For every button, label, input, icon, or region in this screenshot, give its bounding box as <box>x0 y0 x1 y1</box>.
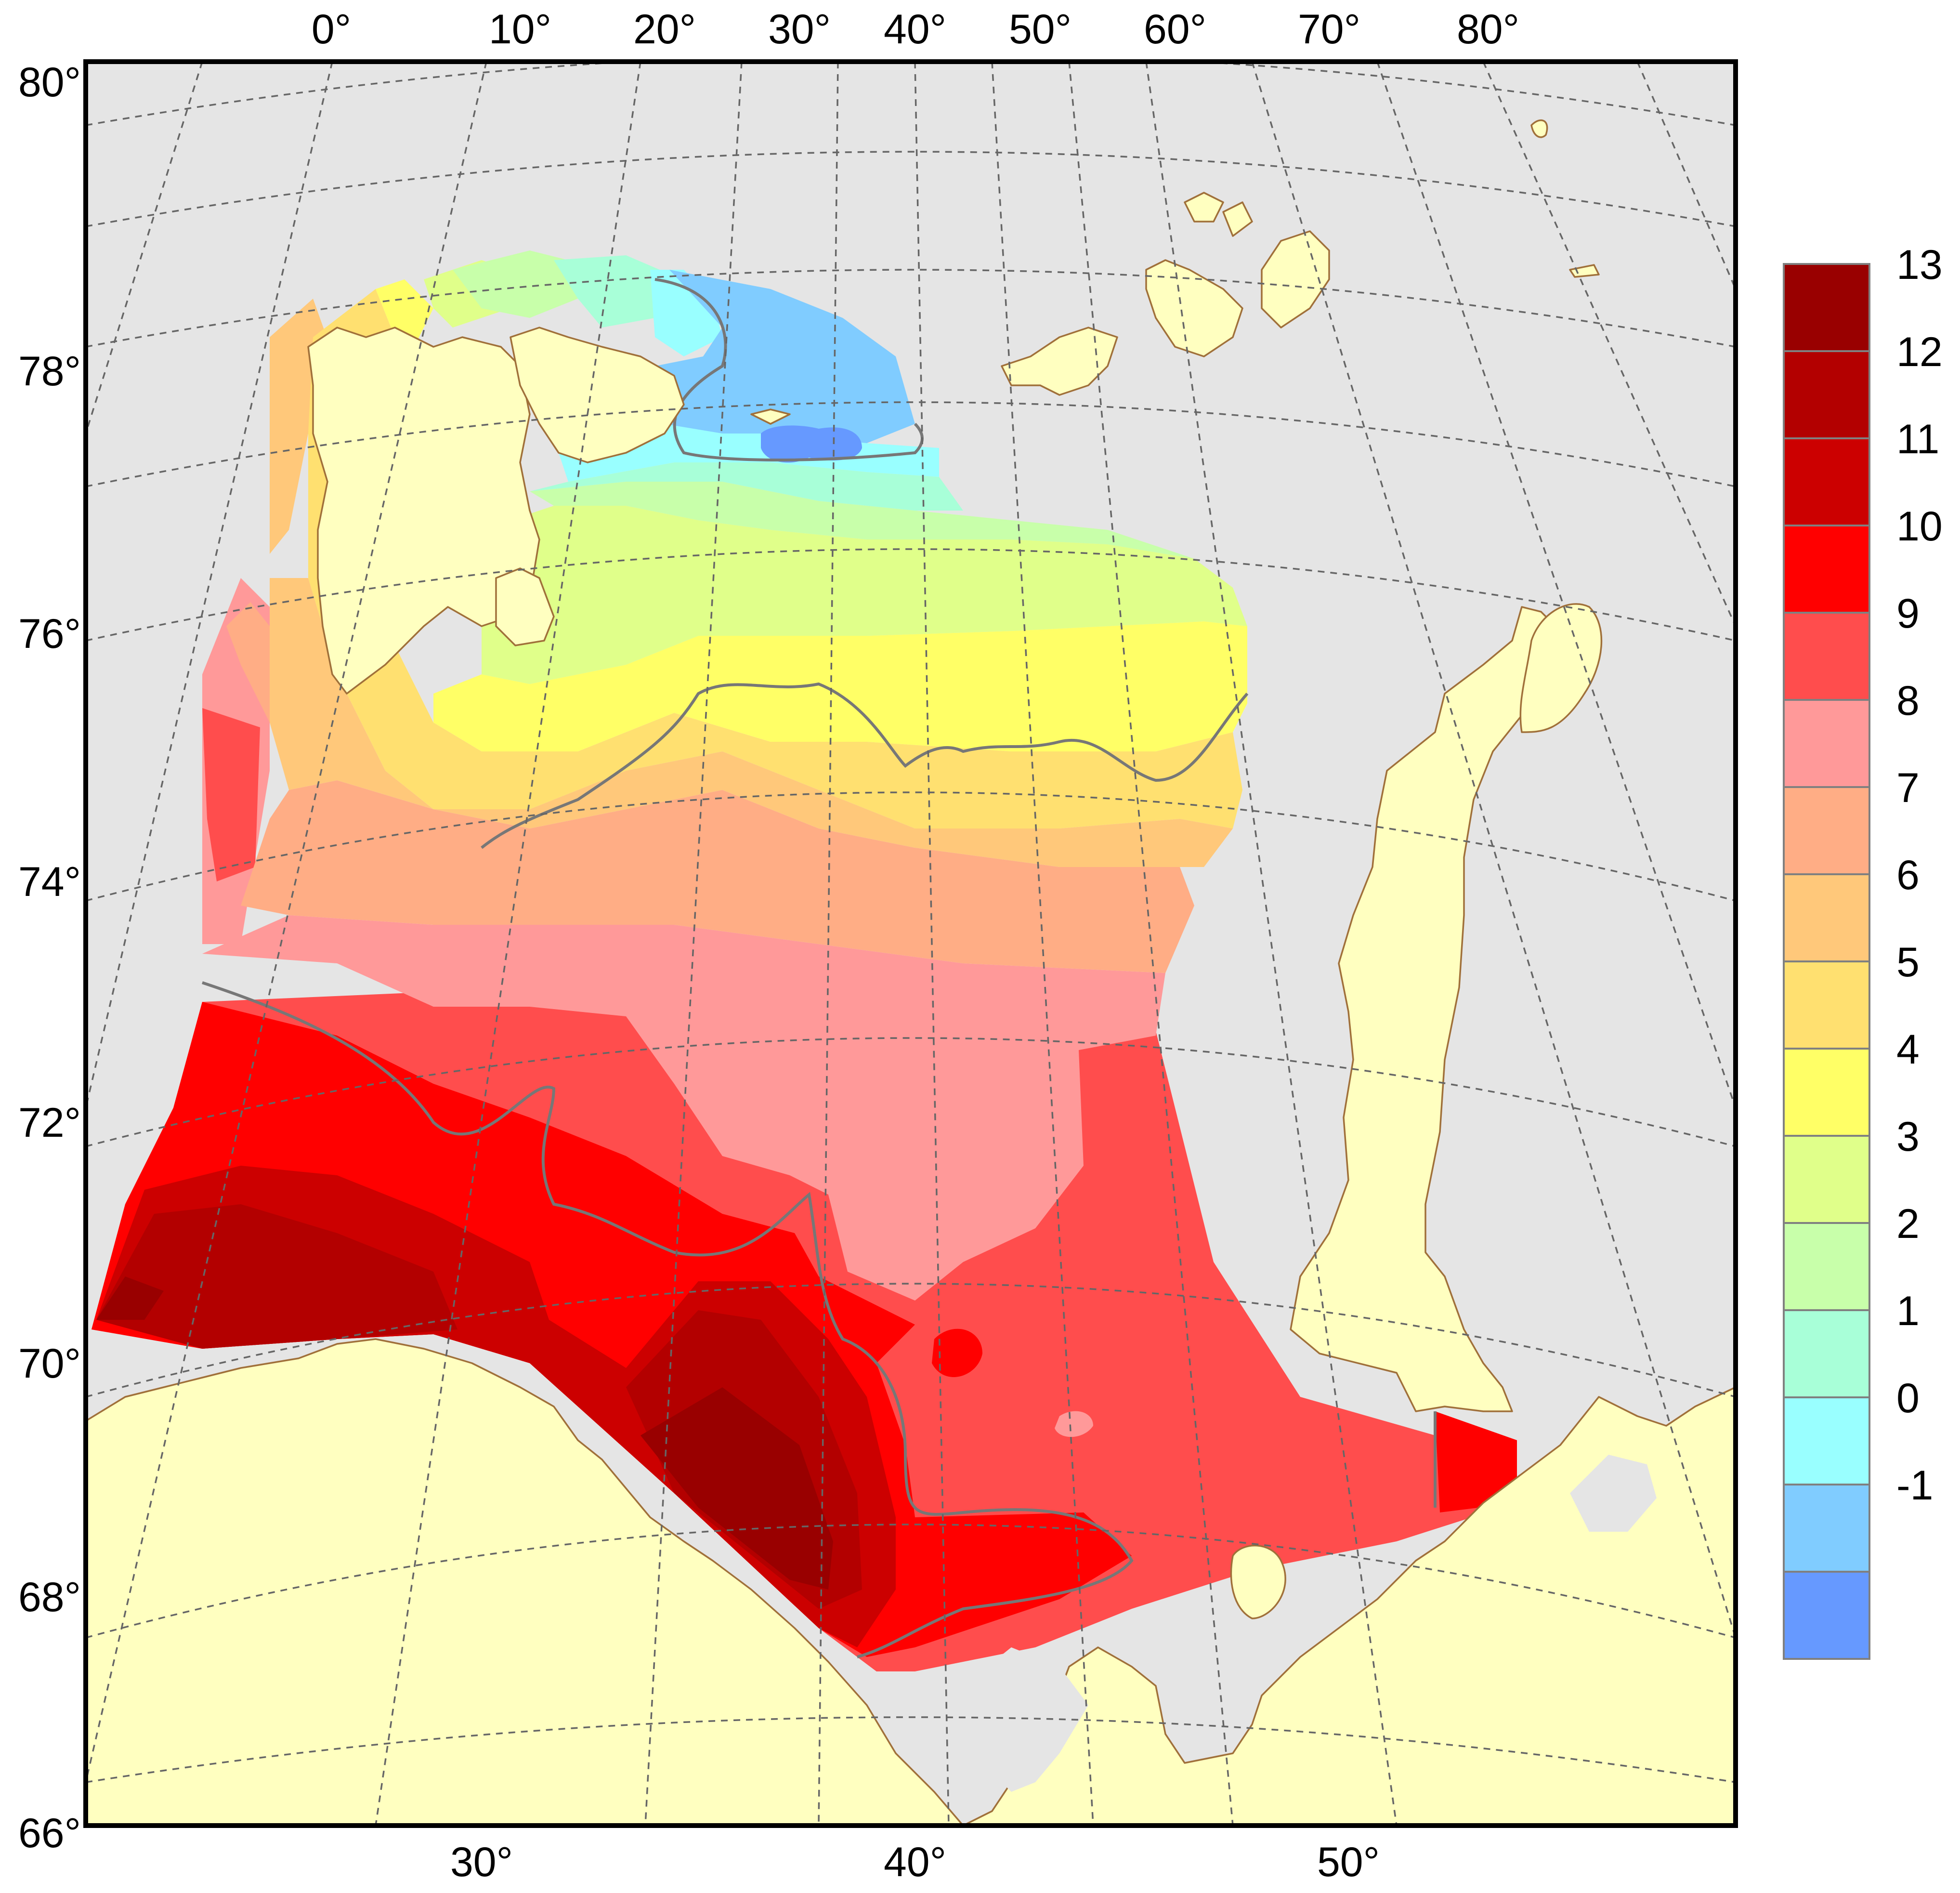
bottom-longitude-labels: 30° 40° 50° <box>450 1839 1380 1885</box>
legend-swatch <box>1783 350 1870 439</box>
lat-label: 68° <box>18 1574 81 1620</box>
legend-label: 1 <box>1896 1288 1920 1334</box>
lon-label: 10° <box>489 6 551 53</box>
legend-swatch <box>1783 612 1870 701</box>
legend-swatch <box>1783 263 1870 352</box>
kolguev-island <box>1230 1545 1286 1619</box>
legend-swatch <box>1783 786 1870 875</box>
temperature-field <box>91 250 1517 1671</box>
legend-swatch <box>1783 1484 1870 1573</box>
lon-label: 0° <box>312 6 351 53</box>
legend-swatch <box>1783 1396 1870 1485</box>
isotherm-region-5 <box>308 289 1242 828</box>
lon-label: 80° <box>1457 6 1519 53</box>
legend-label: 9 <box>1896 591 1920 637</box>
legend-swatch <box>1783 1571 1870 1660</box>
legend-label: 0 <box>1896 1375 1920 1421</box>
legend-swatch <box>1783 525 1870 614</box>
lon-label: 30° <box>768 6 831 53</box>
legend-swatch <box>1783 1048 1870 1137</box>
isotherm-region-4 <box>376 279 1247 751</box>
legend-label: 12 <box>1896 329 1943 375</box>
map-frame <box>83 59 1738 1828</box>
franz-josef-land <box>1001 192 1330 396</box>
legend-label: 4 <box>1896 1026 1920 1073</box>
legend-label: 11 <box>1896 416 1939 462</box>
isotherm-region-10b <box>1435 1411 1517 1512</box>
lon-label: 70° <box>1298 6 1360 53</box>
lat-label: 70° <box>18 1341 81 1387</box>
lon-label: 50° <box>1009 6 1071 53</box>
legend-swatch <box>1783 1222 1870 1311</box>
legend-swatch <box>1783 699 1870 788</box>
latitude-labels: 80° 78° 76° 74° 72° 70° 68° 66° <box>18 59 81 1856</box>
lon-label: 60° <box>1144 6 1206 53</box>
isotherm-region-7 <box>226 602 1194 973</box>
svalbard-nordaustlandet <box>510 327 685 463</box>
kvitoya <box>750 408 791 425</box>
legend-label: 5 <box>1896 939 1920 986</box>
lon-label: 50° <box>1317 1839 1380 1885</box>
legend-label: 2 <box>1896 1201 1920 1247</box>
lat-label: 66° <box>18 1810 81 1856</box>
legend-swatch <box>1783 873 1870 962</box>
legend-label: 6 <box>1896 852 1920 898</box>
legend-label: 13 <box>1896 242 1943 288</box>
lat-label: 76° <box>18 611 81 657</box>
lon-label: 30° <box>450 1839 513 1885</box>
legend-swatch <box>1783 1309 1870 1398</box>
novaya-zemlya <box>1290 606 1561 1412</box>
isotherm-region-minus1 <box>655 270 915 443</box>
land-masses <box>86 119 1736 1826</box>
legend-swatch <box>1783 1135 1870 1224</box>
isotherm-region-10c <box>932 1328 982 1377</box>
lat-label: 78° <box>18 348 81 394</box>
lon-label: 40° <box>884 1839 946 1885</box>
isotherm-region-8-small <box>1055 1411 1093 1437</box>
isotherm-region-minus2 <box>761 425 862 463</box>
lat-label: 72° <box>18 1100 81 1146</box>
novaya-zemlya-north <box>1519 603 1603 733</box>
isotherm-region-3 <box>424 260 1247 684</box>
franz-josef-east <box>1530 119 1600 278</box>
legend-label: 10 <box>1896 503 1943 550</box>
white-sea <box>963 1647 1088 1792</box>
legend-swatch <box>1783 960 1870 1050</box>
legend-label: -1 <box>1896 1462 1933 1509</box>
graticule <box>86 62 1736 1826</box>
pechora-bay <box>1570 1455 1657 1532</box>
legend-label: 8 <box>1896 678 1920 724</box>
top-longitude-labels: 0° 10° 20° 30° 40° 50° 60° 70° 80° <box>312 6 1519 53</box>
isotherm-region-12 <box>96 1204 862 1609</box>
legend-label: 7 <box>1896 765 1920 811</box>
isotherm-region-13 <box>96 1276 833 1590</box>
lon-label: 40° <box>884 6 946 53</box>
lat-label: 80° <box>18 59 81 105</box>
lat-label: 74° <box>18 859 81 905</box>
isotherm-region-1 <box>530 255 963 511</box>
legend-label: 3 <box>1896 1114 1920 1160</box>
isotherm-region-9-west <box>202 708 260 881</box>
lon-label: 20° <box>633 6 696 53</box>
isotherm-region-8 <box>202 915 1165 1301</box>
legend-swatch <box>1783 437 1870 526</box>
